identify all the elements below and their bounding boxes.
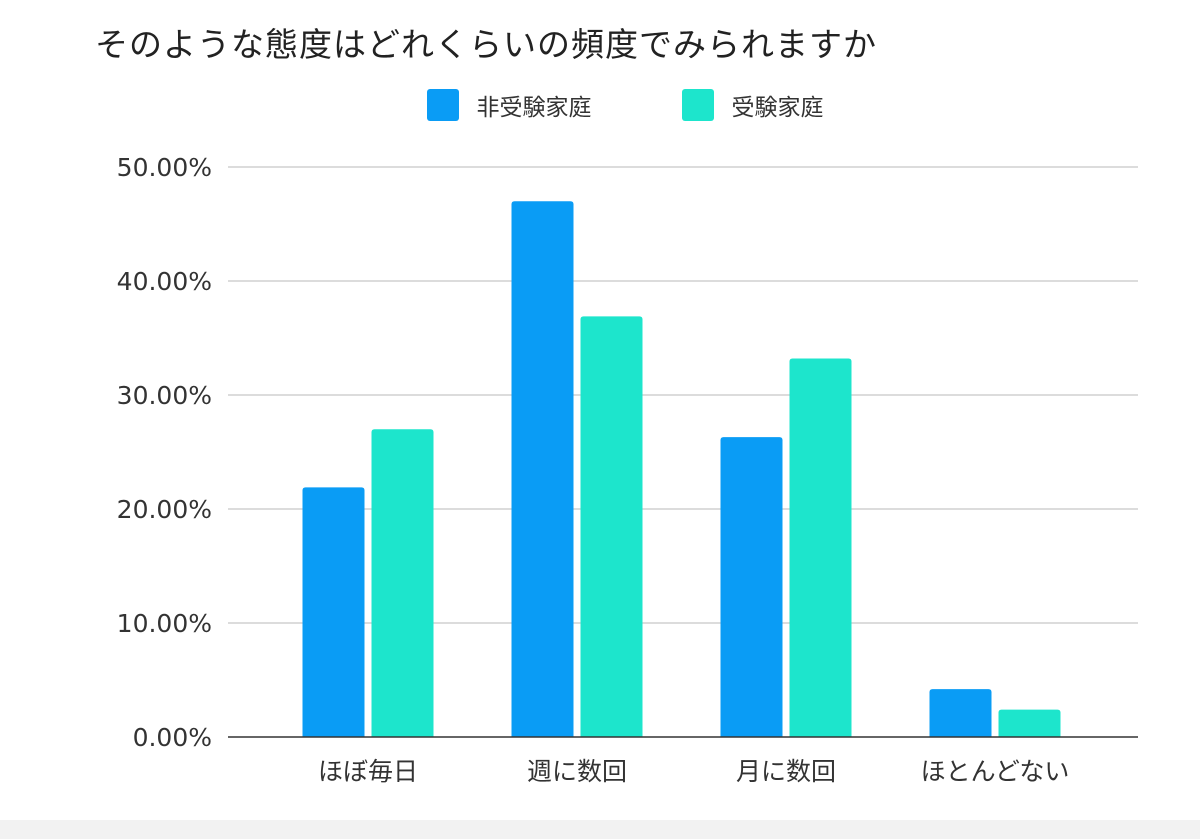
y-tick-label: 0.00% <box>133 723 212 752</box>
bottom-strip <box>0 820 1200 839</box>
legend: 非受験家庭 受験家庭 <box>0 88 1200 122</box>
legend-item-non-exam: 非受験家庭 <box>426 88 592 122</box>
bar-non-exam <box>302 487 365 737</box>
y-tick-label: 20.00% <box>117 495 212 524</box>
x-tick-label: ほぼ毎日 <box>318 757 418 786</box>
bar-non-exam <box>720 437 783 737</box>
x-tick-label: 月に数回 <box>736 757 836 786</box>
x-tick-label: 週に数回 <box>527 757 627 786</box>
x-tick-label: ほとんどない <box>921 757 1070 786</box>
bar-exam <box>371 429 434 737</box>
y-tick-label: 10.00% <box>117 609 212 638</box>
bar-non-exam <box>511 201 574 737</box>
legend-item-exam: 受験家庭 <box>681 88 824 122</box>
bar-exam <box>580 316 643 737</box>
legend-swatch-exam <box>681 89 714 121</box>
bar-non-exam <box>929 689 992 737</box>
chart-title: そのような態度はどれくらいの頻度でみられますか <box>95 25 877 64</box>
bar-exam <box>789 358 852 737</box>
legend-label-non-exam: 非受験家庭 <box>476 95 592 121</box>
bar-exam <box>998 709 1061 737</box>
y-tick-label: 30.00% <box>117 381 212 410</box>
legend-swatch-non-exam <box>426 89 459 121</box>
y-tick-label: 40.00% <box>117 267 212 296</box>
y-tick-label: 50.00% <box>117 153 212 182</box>
legend-label-exam: 受験家庭 <box>731 95 824 121</box>
